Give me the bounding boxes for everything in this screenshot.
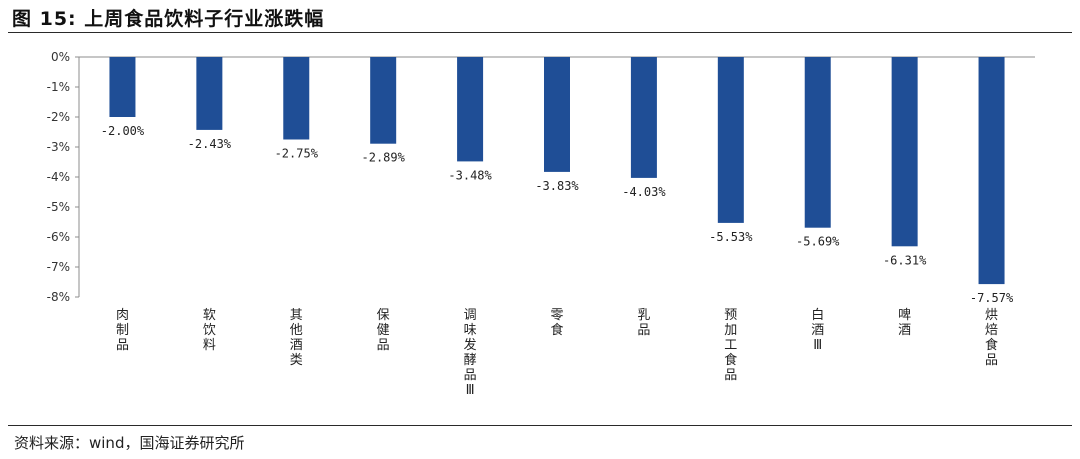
category-char: 预 bbox=[724, 308, 737, 323]
category-char: 品 bbox=[464, 368, 477, 383]
category-char: 保 bbox=[377, 308, 390, 323]
category-label: 保健品 bbox=[377, 308, 390, 353]
data-label: -6.31% bbox=[883, 253, 927, 267]
top-divider bbox=[8, 32, 1072, 33]
category-char: 其 bbox=[290, 308, 303, 323]
category-char: Ⅲ bbox=[466, 383, 475, 398]
category-char: 软 bbox=[203, 308, 216, 323]
category-label: 啤酒 bbox=[898, 308, 911, 338]
source-note: 资料来源：wind，国海证券研究所 bbox=[14, 434, 245, 452]
category-char: 他 bbox=[290, 323, 303, 338]
bottom-divider bbox=[8, 425, 1072, 426]
category-label: 乳品 bbox=[637, 308, 650, 338]
data-label: -2.75% bbox=[275, 147, 319, 161]
category-char: 制 bbox=[116, 323, 129, 338]
figure-header: 图 15: 上周食品饮料子行业涨跌幅 bbox=[8, 0, 1072, 36]
category-char: 酒 bbox=[811, 323, 824, 338]
y-tick-label: -1% bbox=[47, 80, 70, 94]
data-label: -7.57% bbox=[970, 291, 1014, 305]
category-char: Ⅲ bbox=[813, 338, 822, 353]
bars bbox=[109, 57, 1005, 285]
category-label: 肉制品 bbox=[116, 308, 129, 353]
bar bbox=[196, 57, 223, 130]
data-label: -2.43% bbox=[188, 137, 232, 151]
category-char: 加 bbox=[724, 323, 737, 338]
category-char: 肉 bbox=[116, 308, 129, 323]
bar bbox=[109, 57, 136, 117]
data-label: -4.03% bbox=[622, 185, 666, 199]
category-char: 零 bbox=[550, 308, 563, 323]
y-tick-label: 0% bbox=[51, 50, 70, 64]
data-label: -2.00% bbox=[101, 124, 145, 138]
bar bbox=[978, 57, 1005, 285]
bar bbox=[717, 57, 744, 223]
bar bbox=[370, 57, 397, 144]
category-char: 啤 bbox=[898, 308, 911, 323]
category-label: 零食 bbox=[550, 308, 563, 338]
bar bbox=[891, 57, 918, 247]
bar bbox=[544, 57, 570, 172]
category-char: 烘 bbox=[985, 308, 998, 323]
category-char: 发 bbox=[464, 337, 477, 353]
category-char: 酵 bbox=[464, 353, 477, 368]
y-axis: 0% -1% -2% -3% -4% -5% -6% -7% -8% bbox=[47, 50, 1035, 304]
data-labels: -2.00% -2.43% -2.75% -2.89% -3.48% -3.83% -4.0… bbox=[101, 124, 1014, 305]
category-char: 焙 bbox=[985, 323, 998, 338]
category-char: 料 bbox=[203, 338, 216, 353]
y-tick-label: -6% bbox=[47, 230, 70, 244]
data-label: -3.83% bbox=[535, 179, 579, 193]
category-label: 软饮料 bbox=[203, 308, 216, 353]
category-char: 品 bbox=[116, 338, 129, 353]
data-label: -2.89% bbox=[362, 151, 406, 165]
category-char: 乳 bbox=[637, 308, 650, 323]
bar bbox=[630, 57, 657, 178]
category-char: 类 bbox=[290, 353, 303, 368]
category-char: 食 bbox=[724, 352, 737, 368]
category-char: 食 bbox=[550, 322, 563, 338]
category-char: 品 bbox=[377, 338, 390, 353]
y-tick-label: -2% bbox=[47, 110, 70, 124]
y-tick-label: -8% bbox=[47, 290, 70, 304]
category-char: 味 bbox=[464, 323, 477, 338]
y-tick-label: -5% bbox=[47, 200, 70, 214]
y-tick-label: -3% bbox=[47, 140, 70, 154]
category-char: 酒 bbox=[290, 338, 303, 353]
category-char: 调 bbox=[464, 308, 477, 323]
category-char: 品 bbox=[637, 323, 650, 338]
data-label: -3.48% bbox=[448, 168, 492, 182]
bar bbox=[804, 57, 831, 228]
category-char: 食 bbox=[985, 337, 998, 353]
category-char: 品 bbox=[724, 368, 737, 383]
category-char: 品 bbox=[985, 353, 998, 368]
category-char: 酒 bbox=[898, 323, 911, 338]
figure-title: 图 15: 上周食品饮料子行业涨跌幅 bbox=[12, 8, 325, 30]
y-tick-label: -4% bbox=[47, 170, 70, 184]
y-tick-label: -7% bbox=[47, 260, 70, 274]
category-char: 工 bbox=[724, 338, 737, 353]
bar bbox=[283, 57, 310, 140]
data-label: -5.53% bbox=[709, 230, 753, 244]
category-char: 饮 bbox=[203, 323, 216, 338]
category-char: 白 bbox=[811, 307, 824, 323]
bar bbox=[457, 57, 484, 162]
bar-chart: 0%-1%-2%-3%-4%-5%-6%-7%-8% -2.00%-2.43%-… bbox=[47, 50, 1035, 398]
data-label: -5.69% bbox=[796, 235, 840, 249]
category-char: 健 bbox=[377, 323, 390, 338]
